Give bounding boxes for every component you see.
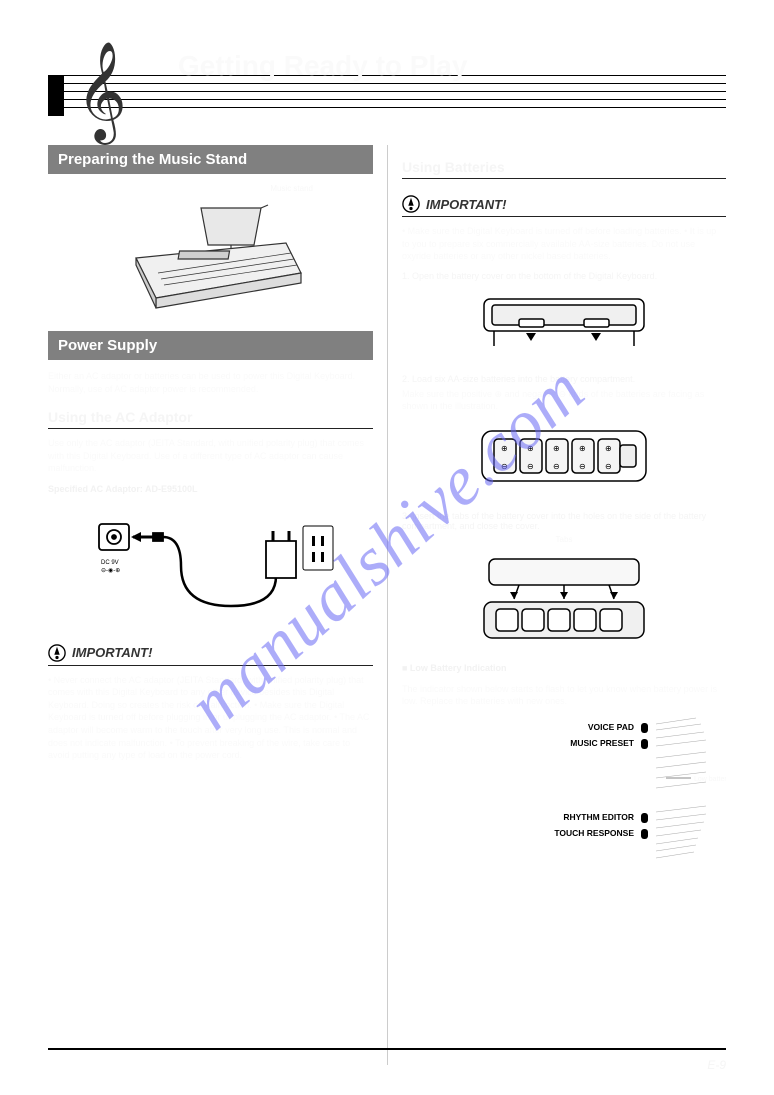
section-power-supply: Power Supply <box>48 331 373 360</box>
keyboard-image <box>48 203 373 313</box>
step1: 1. Open the battery cover on the bottom … <box>402 271 726 281</box>
important-right: IMPORTANT! <box>402 195 726 217</box>
low-batt-body: The indicator shown below starts to flas… <box>402 683 726 708</box>
svg-text:⊕: ⊕ <box>527 444 534 453</box>
svg-text:⊕: ⊕ <box>501 444 508 453</box>
svg-text:⊖: ⊖ <box>605 462 612 471</box>
section-music-stand: Preparing the Music Stand <box>48 145 373 174</box>
svg-text:⊖-◉-⊕: ⊖-◉-⊕ <box>101 568 120 574</box>
svg-text:DC 9V: DC 9V <box>101 560 119 566</box>
ac-adaptor-heading: Using the AC Adaptor <box>48 409 373 429</box>
tabs-callout: Tabs <box>402 535 726 544</box>
batteries-heading: Using Batteries <box>402 159 726 179</box>
staff-thick-bar <box>48 75 64 116</box>
svg-text:⊕: ⊕ <box>579 444 586 453</box>
panel-label-music-preset: MUSIC PRESET <box>570 738 635 748</box>
footer-rule <box>48 1048 726 1050</box>
important-label: IMPORTANT! <box>426 197 506 212</box>
step2-note: Make sure the positive ⊕ and negative ⊖ … <box>402 388 726 413</box>
flash-note: Low battery <box>694 776 726 783</box>
panel-diagram: VOICE PAD MUSIC PRESET RHYTHM EDITOR TOU… <box>402 716 726 871</box>
svg-text:⊖: ⊖ <box>527 462 534 471</box>
panel-label-voice-pad: VOICE PAD <box>588 722 634 732</box>
treble-clef-icon: 𝄞 <box>76 48 127 134</box>
important-label: IMPORTANT! <box>72 645 152 660</box>
battery-compartment: ⊕ ⊖ ⊕ ⊖ ⊕ ⊖ ⊕ ⊖ ⊕ ⊖ <box>402 423 726 493</box>
svg-text:⊖: ⊖ <box>501 462 508 471</box>
step2: 2. Load six AA-size batteries into the b… <box>402 374 726 384</box>
important-icon <box>48 644 66 662</box>
low-batt-heading: ■ Low Battery Indication <box>402 662 726 675</box>
important-body-left: • Never connect the AC adaptor (JEITA St… <box>48 674 373 762</box>
music-stand-callout: Music stand <box>48 184 373 193</box>
important-left: IMPORTANT! <box>48 644 373 666</box>
page-number: E-9 <box>707 1058 726 1072</box>
chapter-title: Getting Ready to Play <box>178 50 467 82</box>
important-body-right: • Make sure the Digital Keyboard is turn… <box>402 225 726 263</box>
power-intro-text: Either an AC adaptor or batteries can be… <box>48 370 373 395</box>
important-icon <box>402 195 420 213</box>
battery-cover-open <box>402 291 726 356</box>
ac-model: Specified AC Adaptor: AD-E95100L <box>48 483 373 496</box>
step3: 3. Insert the tabs of the battery cover … <box>402 511 726 531</box>
ac-body: Use only the AC adaptor (JEITA Standard,… <box>48 437 373 475</box>
staff-header: 𝄞 Getting Ready to Play <box>48 40 726 130</box>
svg-text:⊖: ⊖ <box>579 462 586 471</box>
svg-text:⊕: ⊕ <box>553 444 560 453</box>
panel-label-rhythm-editor: RHYTHM EDITOR <box>563 812 634 822</box>
panel-label-touch-response: TOUCH RESPONSE <box>554 828 634 838</box>
svg-text:⊕: ⊕ <box>605 444 612 453</box>
ac-adaptor-diagram: DC 9V ⊖-◉-⊕ <box>48 506 373 626</box>
battery-cover-tabs <box>402 554 726 644</box>
svg-text:⊖: ⊖ <box>553 462 560 471</box>
